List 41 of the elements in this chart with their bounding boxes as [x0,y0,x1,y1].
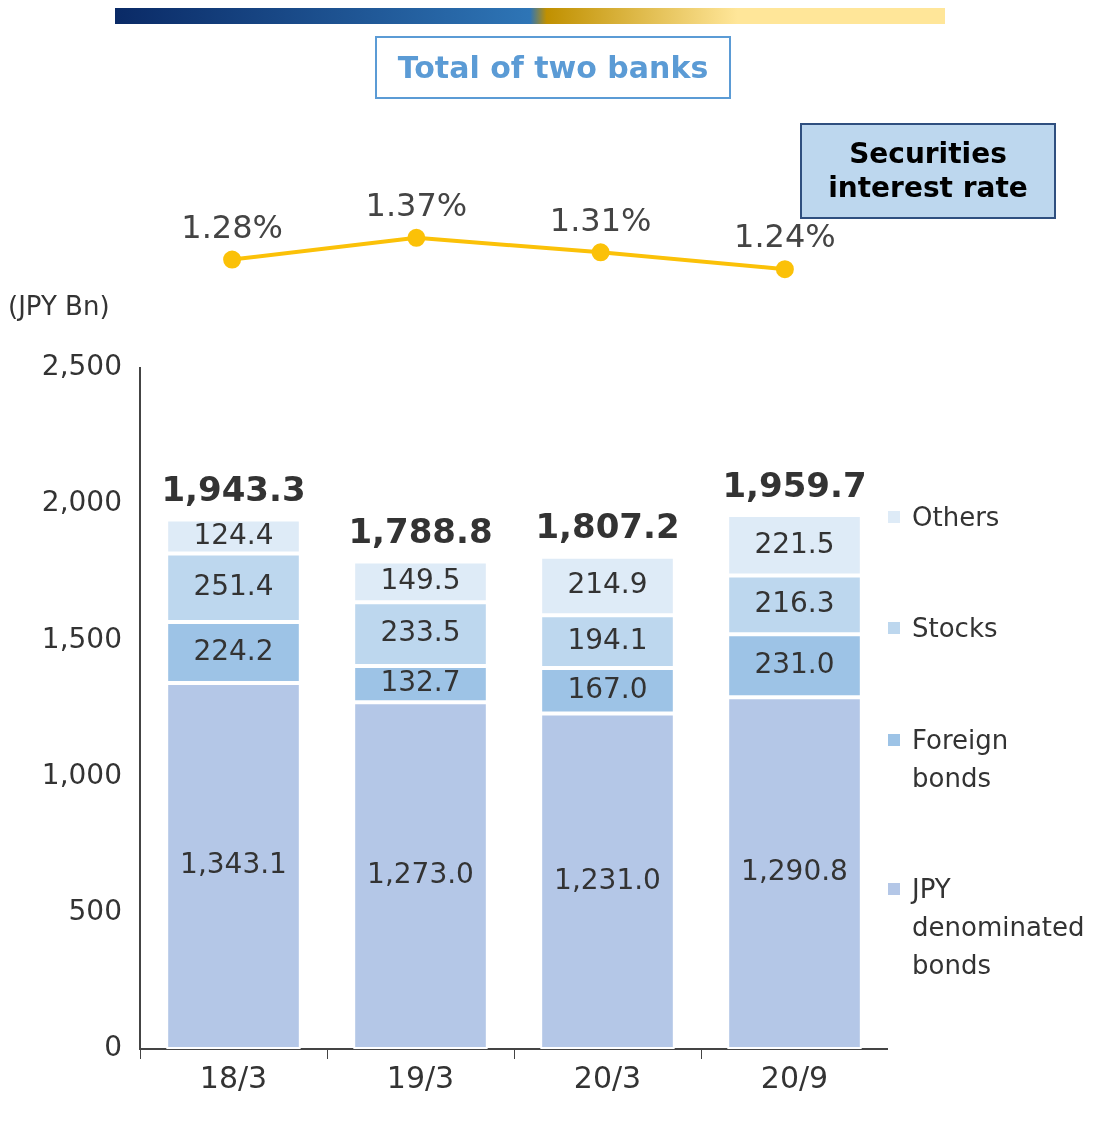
data-label: 1,343.1 [180,847,287,881]
total-label: 1,788.8 [348,511,493,552]
x-tick-label: 20/3 [573,1059,642,1095]
legend-label: Stocks [912,612,999,646]
y-tick-label: 1,500 [41,621,122,655]
data-label: 1.37% [365,186,468,225]
x-tick-label: 19/3 [386,1059,455,1095]
x-tick-label: 20/9 [760,1059,829,1095]
data-label: 1,290.8 [741,854,848,888]
data-label: 132.7 [380,665,461,699]
text: Securities interest rate [800,123,1056,219]
data-label: 167.0 [567,672,648,706]
data-label: 224.2 [193,633,274,667]
data-label: 231.0 [754,647,835,681]
chart-title: Total of two banks [375,36,731,99]
y-tick-label: 2,000 [41,485,122,519]
total-label: 1,807.2 [535,506,680,547]
data-label: 1.28% [181,207,283,246]
data-label: 251.4 [193,568,274,602]
y-tick-label: 500 [68,894,122,928]
y-tick-label: 1,000 [41,757,122,791]
y-tick-label: 2,500 [41,349,122,383]
y-axis-title: (JPY Bn) [8,291,111,323]
data-label: 221.5 [754,526,835,560]
data-label: 214.9 [567,567,648,601]
data-label: 149.5 [380,563,461,597]
data-label: 1,273.0 [367,856,474,890]
x-tick-label: 18/3 [199,1059,268,1095]
data-label: 1.24% [734,217,836,256]
data-label: 1,231.0 [554,862,661,896]
legend-label: JPY denominated bonds [912,873,1086,983]
data-label: 233.5 [380,615,461,649]
y-tick-label: 0 [104,1030,122,1064]
total-label: 1,959.7 [722,464,867,505]
data-label: 1.31% [549,200,652,239]
data-label: 216.3 [754,586,835,620]
legend-label: Foreign bonds [912,723,1010,795]
data-label: 194.1 [567,622,648,656]
data-label: 124.4 [193,517,274,551]
legend-label: Others [912,500,1001,534]
total-label: 1,943.3 [161,469,306,510]
